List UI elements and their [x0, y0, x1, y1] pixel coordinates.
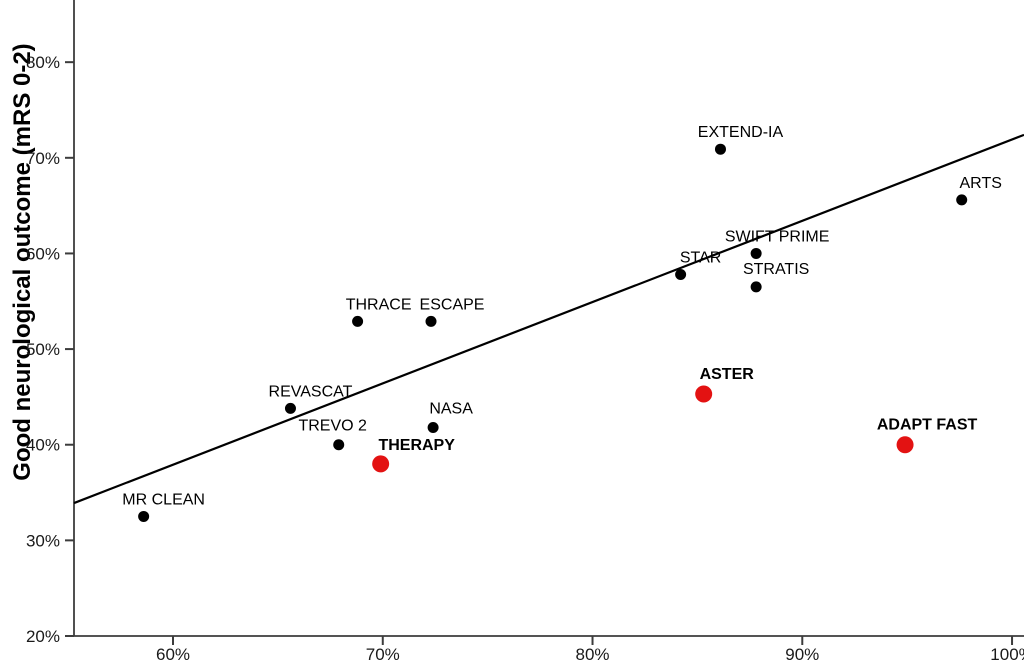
point-trevo-2 — [333, 439, 345, 451]
x-tick-label: 90% — [785, 645, 819, 663]
point-nasa — [427, 422, 439, 434]
label-extend-ia: EXTEND-IA — [698, 124, 784, 141]
point-escape — [425, 315, 437, 327]
y-axis-ticks: 20% 30% 40% 50% 60% 70% 80% — [26, 53, 74, 646]
point-adapt-fast — [896, 436, 914, 454]
data-point-labels: MR CLEAN REVASCAT TREVO 2 THRACE THERAPY ESCA… — [122, 124, 1002, 508]
label-stratis: STRATIS — [743, 261, 809, 278]
label-aster: ASTER — [700, 366, 755, 383]
point-star — [675, 268, 687, 280]
point-mr-clean — [138, 510, 150, 522]
label-swift-prime: SWIFT PRIME — [725, 228, 830, 245]
point-therapy — [372, 455, 390, 473]
point-extend-ia — [714, 143, 726, 155]
y-tick-label: 20% — [26, 627, 60, 646]
label-thrace: THRACE — [346, 296, 412, 313]
label-therapy: THERAPY — [378, 437, 455, 454]
label-mr-clean: MR CLEAN — [122, 491, 205, 508]
label-arts: ARTS — [960, 175, 1002, 192]
point-swift-prime — [750, 247, 762, 259]
y-tick-label: 40% — [26, 436, 60, 455]
x-tick-label: 70% — [366, 645, 400, 663]
y-tick-label: 50% — [26, 340, 60, 359]
y-tick-label: 80% — [26, 53, 60, 72]
label-nasa: NASA — [429, 401, 473, 418]
label-star: STAR — [680, 249, 721, 266]
y-tick-label: 60% — [26, 244, 60, 263]
point-thrace — [352, 315, 364, 327]
x-tick-label: 80% — [576, 645, 610, 663]
x-tick-label: 100% — [990, 645, 1024, 663]
point-revascat — [284, 402, 296, 414]
y-tick-label: 30% — [26, 531, 60, 550]
x-tick-label: 60% — [156, 645, 190, 663]
point-aster — [695, 385, 713, 403]
axes — [73, 0, 1024, 637]
label-escape: ESCAPE — [420, 296, 485, 313]
data-points — [138, 143, 968, 522]
label-adapt-fast: ADAPT FAST — [877, 417, 978, 434]
regression-line — [73, 133, 1024, 505]
y-tick-label: 70% — [26, 149, 60, 168]
trend-line — [73, 133, 1024, 505]
x-axis-ticks: 60% 70% 80% 90% 100% — [156, 636, 1024, 663]
point-stratis — [750, 281, 762, 293]
label-trevo-2: TREVO 2 — [298, 418, 367, 435]
point-arts — [956, 194, 968, 206]
label-revascat: REVASCAT — [269, 383, 353, 400]
